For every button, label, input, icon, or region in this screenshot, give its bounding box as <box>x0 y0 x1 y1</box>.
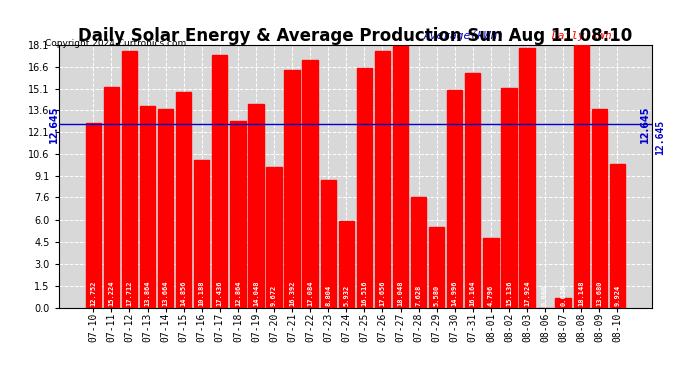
Text: 14.856: 14.856 <box>181 281 187 306</box>
Bar <box>284 70 299 308</box>
Bar <box>212 55 228 308</box>
Text: 0.000: 0.000 <box>542 285 548 306</box>
Text: 5.932: 5.932 <box>344 285 349 306</box>
Text: 17.656: 17.656 <box>380 281 386 306</box>
Text: 17.924: 17.924 <box>524 281 530 306</box>
Text: 8.804: 8.804 <box>325 285 331 306</box>
Bar <box>321 180 336 308</box>
Text: 18.048: 18.048 <box>397 281 404 306</box>
Text: 17.436: 17.436 <box>217 281 223 306</box>
Bar <box>610 164 625 308</box>
Bar <box>339 222 354 308</box>
Title: Daily Solar Energy & Average Production Sun Aug 11 08:10: Daily Solar Energy & Average Production … <box>78 27 633 45</box>
Text: 13.664: 13.664 <box>163 281 168 306</box>
Bar <box>375 51 390 308</box>
Text: 13.680: 13.680 <box>596 281 602 306</box>
Text: Average(kWh): Average(kWh) <box>424 31 504 40</box>
Bar <box>520 48 535 308</box>
Bar <box>86 123 101 308</box>
Text: 7.628: 7.628 <box>415 285 422 306</box>
Bar <box>266 167 282 308</box>
Bar <box>411 197 426 308</box>
Text: 12.645: 12.645 <box>640 105 649 143</box>
Bar <box>194 160 210 308</box>
Text: 12.752: 12.752 <box>90 281 97 306</box>
Bar <box>302 60 318 308</box>
Text: 15.224: 15.224 <box>108 281 115 306</box>
Bar <box>104 87 119 308</box>
Text: 14.048: 14.048 <box>253 281 259 306</box>
Text: Daily(kWh): Daily(kWh) <box>551 31 619 40</box>
Text: 13.864: 13.864 <box>144 281 150 306</box>
Bar <box>140 106 155 308</box>
Bar <box>501 88 517 308</box>
Text: 12.864: 12.864 <box>235 281 241 306</box>
Text: 16.516: 16.516 <box>362 281 367 306</box>
Text: 15.136: 15.136 <box>506 281 512 306</box>
Bar <box>248 104 264 308</box>
Bar <box>158 110 173 308</box>
Bar <box>230 121 246 308</box>
Bar <box>357 68 372 308</box>
Bar <box>447 90 462 308</box>
Text: Copyright 2024 Curtronics.com: Copyright 2024 Curtronics.com <box>45 39 186 48</box>
Text: 4.796: 4.796 <box>488 285 494 306</box>
Text: 10.188: 10.188 <box>199 281 205 306</box>
Bar <box>483 238 499 308</box>
Bar <box>176 92 191 308</box>
Bar <box>465 73 480 308</box>
Text: 9.924: 9.924 <box>614 285 620 306</box>
Text: 12.645: 12.645 <box>48 105 59 143</box>
Text: 17.084: 17.084 <box>307 281 313 306</box>
Bar <box>121 51 137 308</box>
Text: 18.148: 18.148 <box>578 281 584 306</box>
Text: 9.672: 9.672 <box>271 285 277 306</box>
Text: 5.580: 5.580 <box>434 285 440 306</box>
Bar <box>591 109 607 307</box>
Bar <box>393 46 408 308</box>
Bar <box>555 298 571 307</box>
Bar <box>429 226 444 308</box>
Text: 0.636: 0.636 <box>560 285 566 306</box>
Bar <box>573 44 589 308</box>
Text: 17.712: 17.712 <box>126 281 132 306</box>
Text: 16.164: 16.164 <box>470 281 476 306</box>
Text: 14.996: 14.996 <box>452 281 457 306</box>
Text: 16.392: 16.392 <box>289 281 295 306</box>
